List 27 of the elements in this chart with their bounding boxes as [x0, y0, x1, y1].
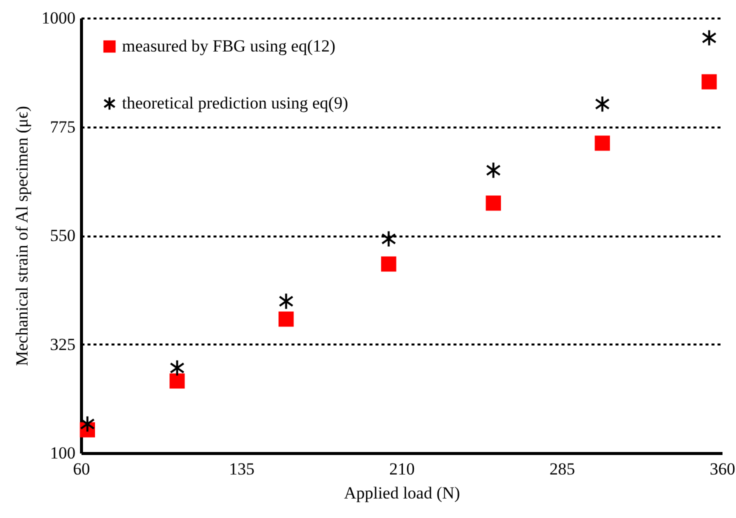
point — [594, 136, 610, 151]
point — [80, 415, 95, 433]
point — [702, 74, 717, 90]
point — [381, 256, 396, 272]
x-tick-label: 210 — [389, 460, 415, 478]
point — [594, 95, 610, 113]
y-tick-label: 775 — [50, 117, 76, 136]
y-tick-label: 325 — [50, 334, 76, 354]
x-axis-title: Applied load (N) — [344, 484, 460, 502]
legend-label: measured by FBG using eq(12) — [122, 36, 336, 56]
x-tick-label: 360 — [710, 460, 736, 478]
point — [486, 196, 501, 211]
legend-label: theoretical prediction using eq(9) — [122, 94, 348, 112]
point — [278, 312, 294, 327]
x-tick-label: 285 — [550, 460, 575, 478]
point — [170, 373, 185, 389]
point — [278, 292, 294, 310]
y-tick-label: 550 — [50, 226, 76, 245]
y-tick-label: 100 — [50, 444, 76, 462]
x-tick-label: 60 — [73, 460, 90, 478]
point — [486, 162, 501, 179]
point — [170, 359, 185, 377]
y-axis-title: Mechanical strain of Al specimen (μϵ) — [12, 106, 32, 366]
point — [702, 29, 717, 46]
point — [381, 230, 396, 248]
y-tick-label: 1000 — [42, 8, 76, 28]
x-tick-label: 135 — [229, 460, 254, 478]
